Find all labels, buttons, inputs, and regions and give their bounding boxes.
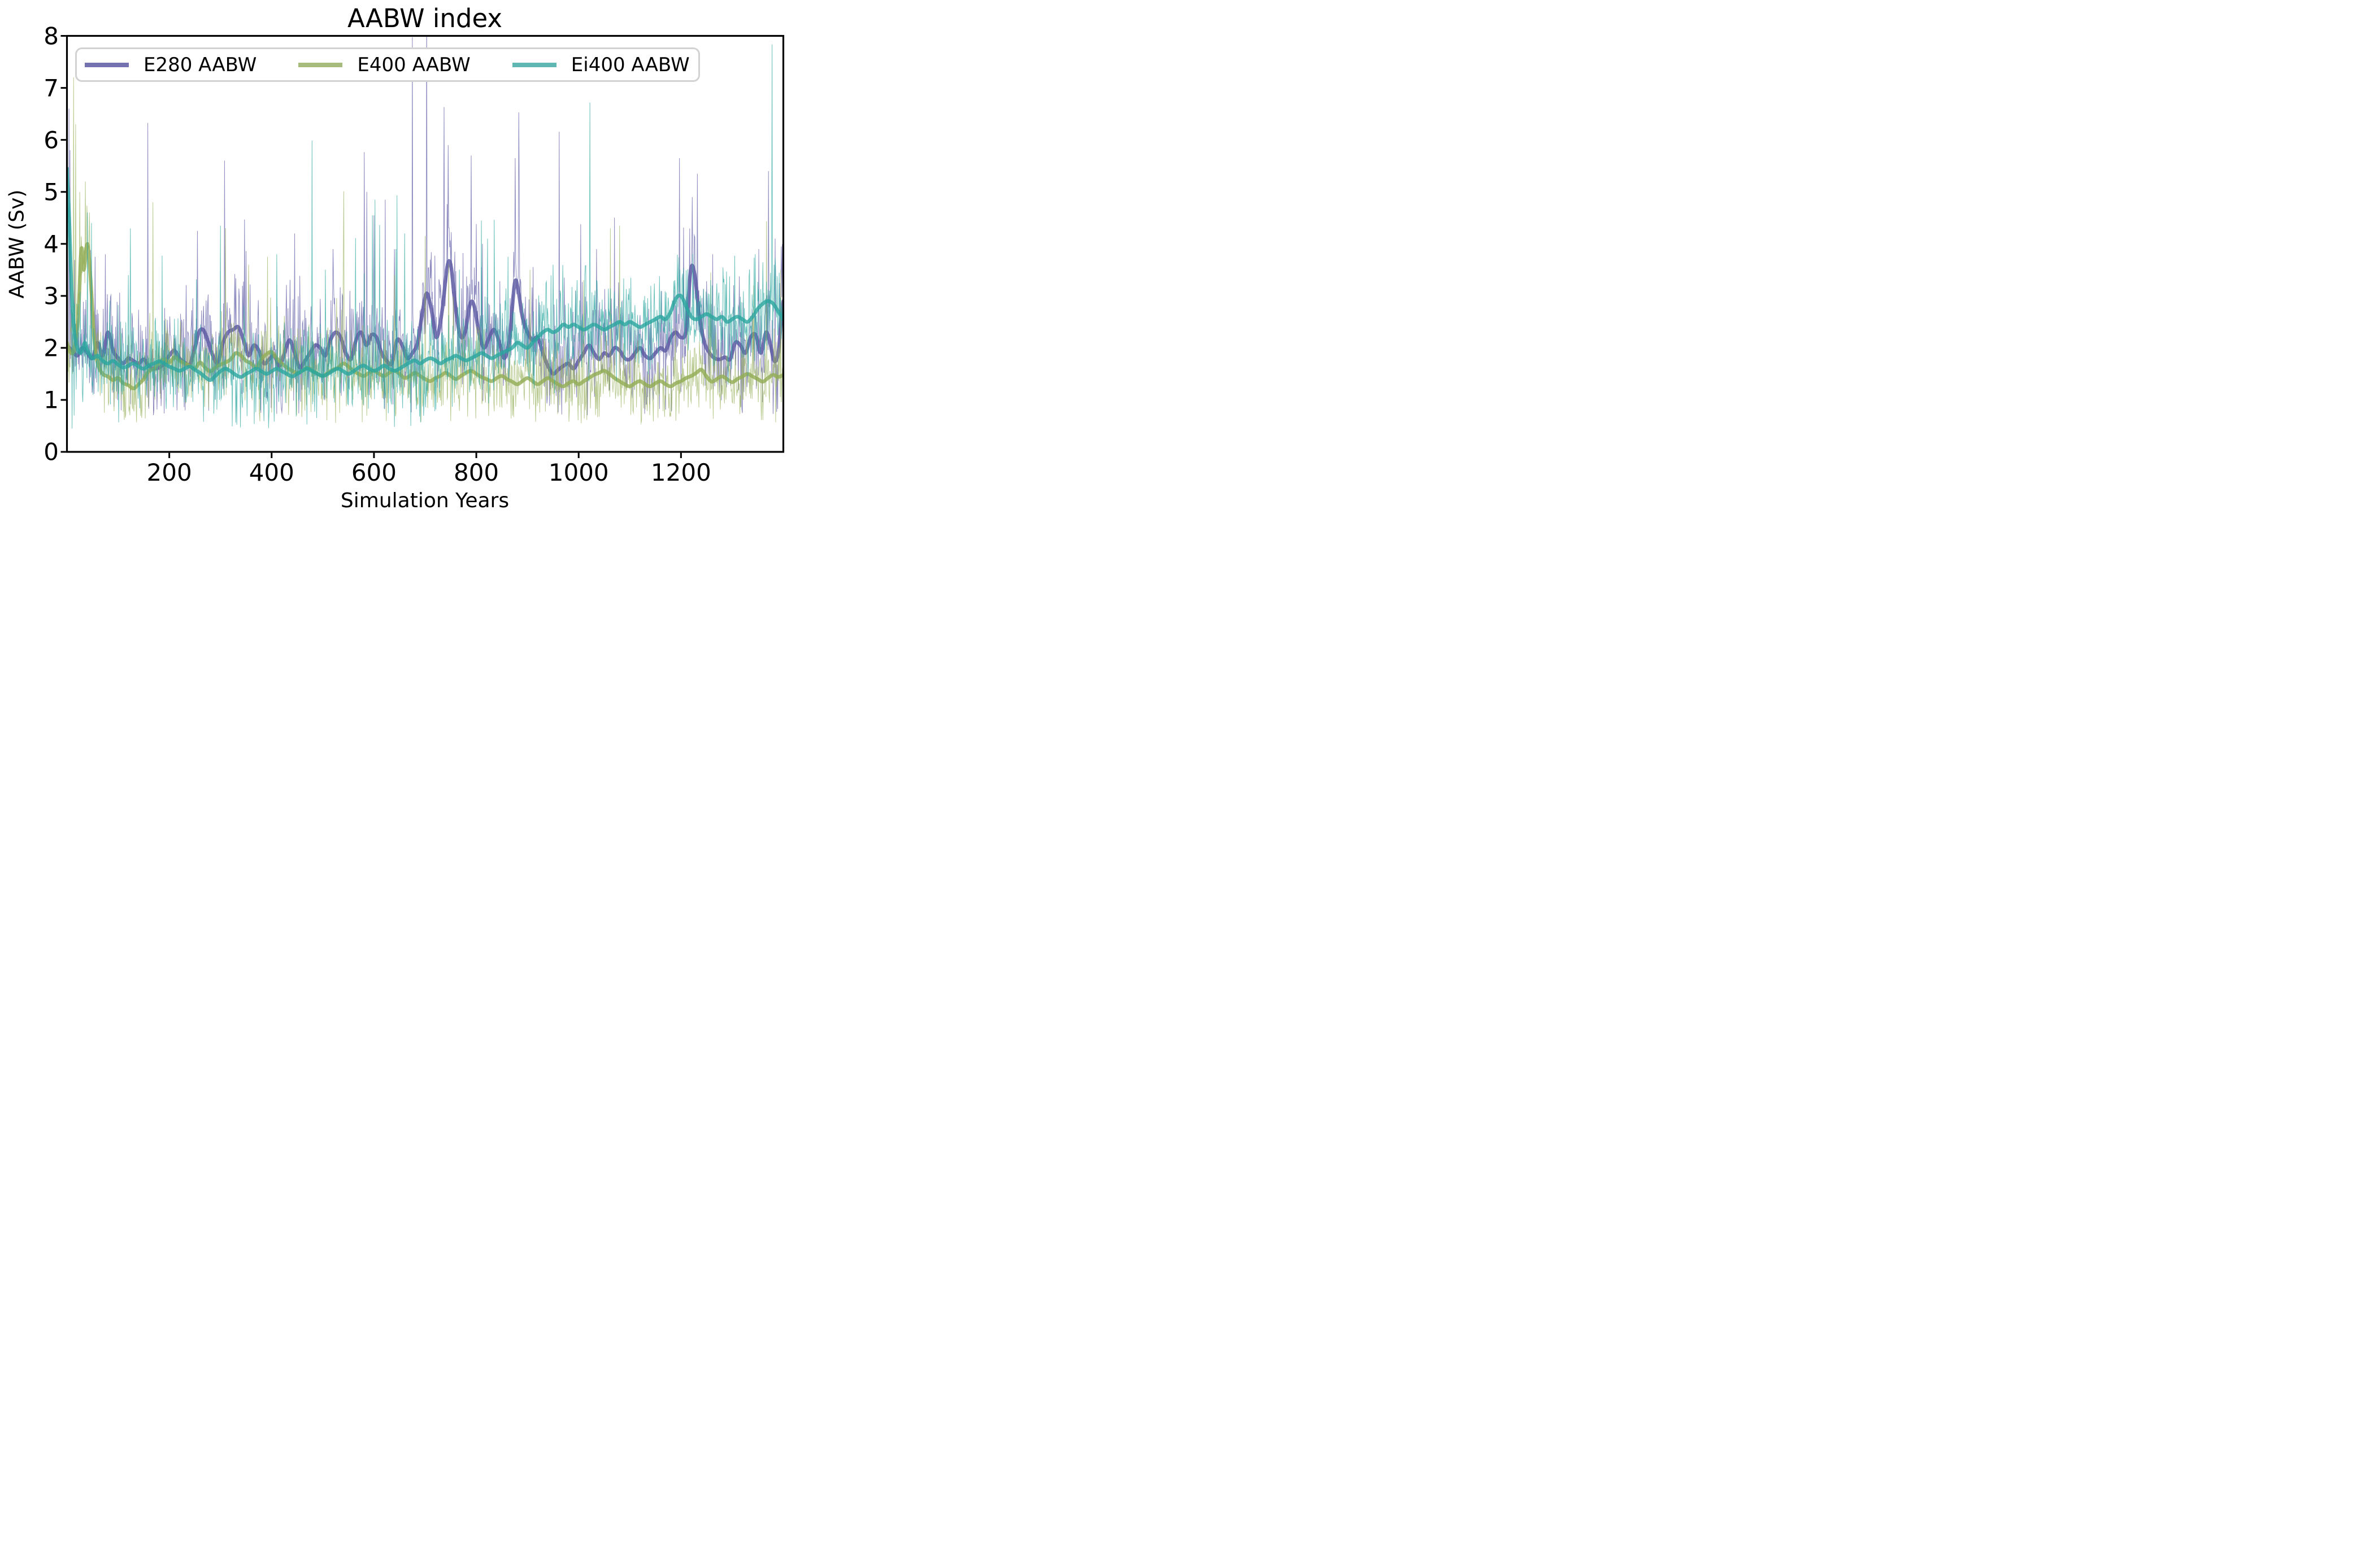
y-tick-label: 1 [44,386,59,414]
x-tick-label: 1200 [650,459,711,486]
figure: AABW index AABW (Sv) Simulation Years E2… [0,0,792,523]
x-tick-label: 600 [351,459,397,486]
x-tick-label: 400 [249,459,294,486]
legend: E280 AABW E400 AABW Ei400 AABW [75,47,700,82]
legend-item-ei400: Ei400 AABW [512,54,690,76]
legend-item-e400: E400 AABW [298,53,471,76]
legend-swatch-e400 [298,62,343,67]
y-tick-label: 6 [44,126,59,154]
x-axis-label: Simulation Years [340,489,510,512]
x-tick-label: 200 [146,459,192,486]
y-tick-label: 0 [44,438,59,466]
legend-swatch-e280 [85,62,129,67]
y-tick-label: 4 [44,230,59,258]
y-tick-label: 8 [44,22,59,50]
y-tick-label: 2 [44,334,59,362]
x-tick-label: 800 [453,459,499,486]
x-tick-label: 1000 [548,459,609,486]
legend-label-ei400: Ei400 AABW [571,53,690,76]
legend-label-e400: E400 AABW [357,53,471,76]
y-tick-label: 3 [44,282,59,310]
legend-item-e280: E280 AABW [85,54,256,76]
legend-label-e280: E280 AABW [144,53,257,76]
chart-title: AABW index [347,3,502,33]
chart-canvas [0,0,792,523]
legend-swatch-ei400 [512,62,556,67]
y-tick-label: 7 [44,74,59,102]
y-tick-label: 5 [44,178,59,206]
